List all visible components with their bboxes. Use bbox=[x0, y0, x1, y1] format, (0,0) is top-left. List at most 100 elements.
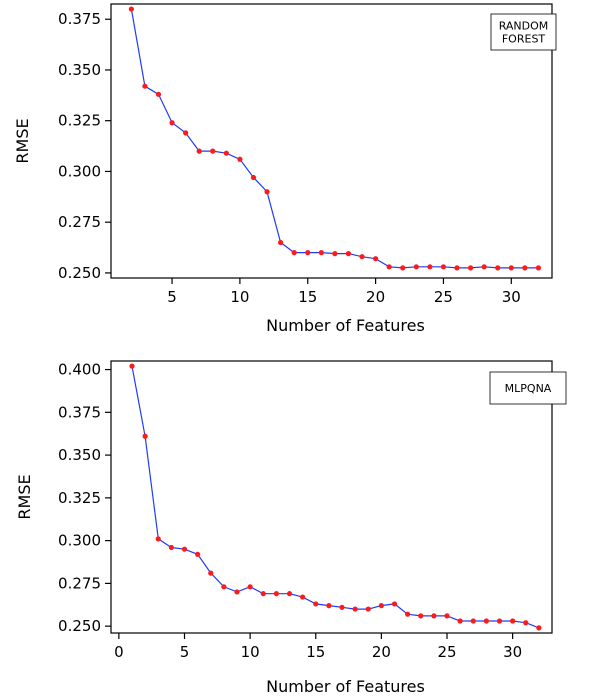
data-point bbox=[400, 265, 406, 271]
data-point bbox=[413, 264, 419, 270]
y-tick-label: 0.325 bbox=[58, 489, 101, 507]
data-point bbox=[183, 130, 189, 136]
data-point bbox=[352, 606, 358, 612]
data-point bbox=[391, 601, 398, 607]
x-tick-label: 5 bbox=[167, 288, 177, 306]
data-point bbox=[128, 6, 134, 12]
data-point bbox=[286, 591, 293, 597]
data-point bbox=[481, 264, 487, 270]
data-point bbox=[536, 625, 542, 631]
data-point bbox=[467, 265, 474, 271]
data-point bbox=[168, 544, 174, 551]
x-axis-label: Number of Features bbox=[266, 316, 425, 335]
y-tick-label: 0.250 bbox=[58, 617, 101, 635]
data-point bbox=[378, 603, 384, 609]
data-point bbox=[508, 265, 514, 271]
data-point bbox=[405, 611, 411, 617]
data-point bbox=[234, 589, 240, 595]
data-point bbox=[365, 606, 371, 612]
y-tick-label: 0.275 bbox=[58, 574, 101, 592]
data-point bbox=[142, 433, 148, 439]
y-axis-label: RMSE bbox=[13, 118, 32, 163]
data-point bbox=[278, 239, 284, 246]
x-tick-label: 30 bbox=[503, 643, 522, 661]
y-tick-label: 0.375 bbox=[58, 10, 101, 28]
data-point bbox=[510, 618, 516, 624]
legend-label-line: RANDOM bbox=[499, 20, 549, 33]
y-axis-label: RMSE bbox=[15, 474, 34, 519]
data-point bbox=[483, 618, 489, 624]
legend-label-line: FOREST bbox=[502, 33, 546, 46]
data-point bbox=[264, 189, 270, 195]
data-point bbox=[221, 584, 227, 590]
data-point bbox=[129, 363, 135, 369]
data-point bbox=[495, 265, 501, 271]
random-forest-chart: 5 10 15 20 25 30 0.250 0.275 0.300 0.325 0.350 0.37… bbox=[13, 3, 557, 335]
legend-box bbox=[489, 371, 567, 405]
data-point bbox=[313, 601, 319, 607]
data-point bbox=[496, 618, 503, 624]
legend-box bbox=[490, 13, 557, 51]
data-point bbox=[359, 254, 365, 260]
x-tick-label: 5 bbox=[180, 643, 190, 661]
data-point bbox=[339, 604, 345, 610]
data-point bbox=[326, 603, 332, 609]
y-tick-label: 0.300 bbox=[58, 162, 101, 180]
y-tick-label: 0.375 bbox=[58, 403, 101, 421]
data-point bbox=[305, 250, 311, 256]
x-tick-label: 10 bbox=[241, 643, 260, 661]
data-point bbox=[418, 613, 424, 619]
data-point bbox=[300, 594, 306, 600]
data-point bbox=[208, 570, 214, 576]
x-axis-label: Number of Features bbox=[266, 677, 425, 696]
data-point bbox=[523, 620, 529, 626]
mlpqna-chart: 0 5 10 15 20 25 30 0.250 0.275 0.300 0.325 0.350 0.3… bbox=[15, 360, 567, 696]
series-line bbox=[130, 8, 539, 269]
series-line bbox=[131, 365, 540, 629]
data-point bbox=[155, 536, 161, 542]
data-point bbox=[155, 91, 162, 97]
y-tick-label: 0.350 bbox=[58, 61, 101, 79]
data-point bbox=[454, 265, 460, 271]
data-point bbox=[260, 591, 266, 597]
data-point bbox=[181, 546, 188, 552]
y-tick-label: 0.250 bbox=[58, 264, 101, 282]
data-point bbox=[247, 584, 253, 590]
y-tick-label: 0.325 bbox=[58, 112, 101, 130]
data-point bbox=[169, 120, 175, 126]
data-point bbox=[223, 150, 229, 156]
x-tick-label: 25 bbox=[434, 288, 453, 306]
y-tick-label: 0.275 bbox=[58, 213, 101, 231]
data-point bbox=[196, 148, 202, 154]
data-point bbox=[431, 613, 437, 619]
y-tick-label: 0.350 bbox=[58, 446, 101, 464]
legend-label: MLPQNA bbox=[505, 382, 552, 395]
data-point bbox=[444, 613, 450, 619]
data-point bbox=[535, 265, 542, 271]
plot-frame bbox=[110, 360, 553, 634]
x-tick-label: 10 bbox=[230, 288, 249, 306]
y-tick-label: 0.400 bbox=[58, 361, 101, 379]
data-point bbox=[386, 264, 392, 270]
data-point bbox=[291, 250, 297, 256]
data-point bbox=[237, 156, 243, 162]
x-tick-label: 15 bbox=[298, 288, 317, 306]
x-tick-label: 25 bbox=[437, 643, 456, 661]
x-tick-label: 0 bbox=[114, 643, 124, 661]
x-tick-label: 30 bbox=[502, 288, 521, 306]
data-point bbox=[522, 265, 528, 271]
data-point bbox=[345, 251, 352, 257]
x-tick-label: 20 bbox=[372, 643, 391, 661]
plot-frame bbox=[110, 3, 553, 279]
data-point bbox=[440, 264, 447, 270]
data-point bbox=[142, 83, 148, 89]
data-point bbox=[318, 250, 324, 256]
data-point bbox=[470, 618, 476, 624]
legend-label-line: MLPQNA bbox=[505, 382, 552, 395]
x-tick-label: 15 bbox=[306, 643, 325, 661]
data-point bbox=[210, 148, 216, 154]
data-point bbox=[250, 174, 257, 181]
x-tick-label: 20 bbox=[366, 288, 385, 306]
data-point bbox=[427, 264, 433, 270]
